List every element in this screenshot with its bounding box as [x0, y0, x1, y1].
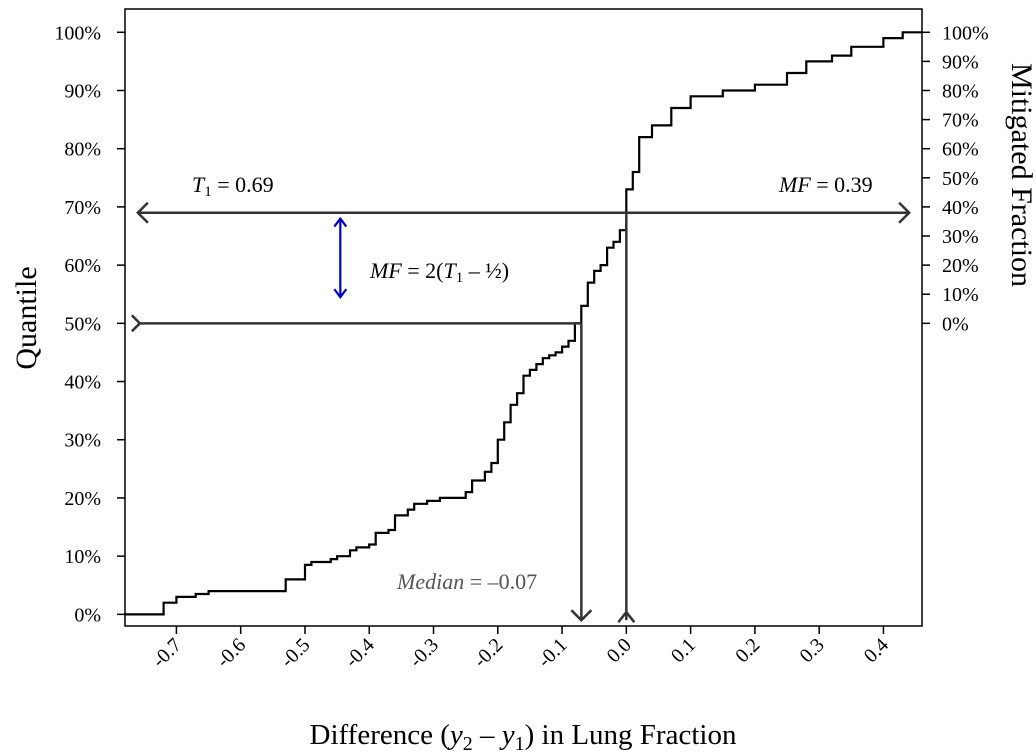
- y-tick-label: 60%: [64, 255, 101, 277]
- x-tick-label: -0.1: [534, 634, 572, 672]
- x-tick-label: 0.3: [795, 634, 828, 667]
- y-tick-label: 50%: [64, 313, 101, 335]
- x-tick-label: 0.0: [603, 634, 636, 667]
- y-tick-label: 10%: [64, 546, 101, 568]
- y-tick-label: 0%: [74, 604, 101, 626]
- median-arrowhead: [570, 609, 593, 622]
- t1-arrowhead-right: [898, 201, 911, 224]
- y-tick-label: 20%: [64, 488, 101, 510]
- x-tick-label: -0.7: [148, 634, 186, 672]
- y-tick-label: 80%: [64, 139, 101, 161]
- y-tick-label: 30%: [64, 430, 101, 452]
- right-tick-label: 60%: [942, 139, 979, 161]
- right-tick-label: 90%: [942, 51, 979, 73]
- y-axis-title-left: Quantile: [10, 266, 43, 369]
- right-tick-label: 50%: [942, 168, 979, 190]
- right-tick-label: 10%: [942, 284, 979, 306]
- t1-arrowhead-left: [136, 201, 149, 224]
- right-tick-label: 40%: [942, 197, 979, 219]
- x-axis-title: Difference (y2 – y1) in Lung Fraction: [310, 719, 737, 755]
- right-tick-label: 30%: [942, 226, 979, 248]
- y-axis-title-right: Mitigated Fraction: [1005, 63, 1036, 287]
- x-tick-label: -0.6: [212, 634, 250, 672]
- y-axis-right: 0% 10% 20% 30% 40% 50% 60% 70% 80% 90% 100%: [922, 22, 989, 335]
- right-tick-label: 20%: [942, 255, 979, 277]
- x-tick-label: 0.1: [667, 634, 700, 667]
- annotation-formula: MF = 2(T1 – ½): [369, 258, 509, 286]
- x-tick-label: 0.2: [731, 634, 764, 667]
- annotation-median: Median = –0.07: [396, 569, 537, 594]
- x-axis: -0.7 -0.6 -0.5 -0.4 -0.3 -0.2 -0.1 0.0 0.1 0.2 0.3…: [148, 626, 893, 672]
- annotation-t1: T1 = 0.69: [192, 172, 274, 200]
- plot-frame: [124, 8, 923, 627]
- blue-arrowhead-top: [333, 216, 348, 228]
- x-tick-label: -0.4: [341, 634, 379, 672]
- right-tick-label: 100%: [942, 22, 989, 44]
- median-line-tail: [130, 314, 142, 333]
- blue-arrowhead-bottom: [333, 288, 348, 299]
- right-tick-label: 70%: [942, 110, 979, 132]
- annotation-mf: MF = 0.39: [778, 172, 873, 197]
- zero-line-tail: [617, 610, 636, 623]
- right-tick-label: 0%: [942, 313, 969, 335]
- y-tick-label: 70%: [64, 197, 101, 219]
- x-tick-label: -0.3: [405, 634, 443, 672]
- y-tick-label: 40%: [64, 372, 101, 394]
- x-tick-label: -0.2: [469, 634, 507, 672]
- right-tick-label: 80%: [942, 80, 979, 102]
- y-axis-left: 0% 10% 20% 30% 40% 50% 60% 70% 80% 90% 100%: [54, 22, 125, 626]
- x-tick-label: 0.4: [860, 634, 893, 667]
- y-tick-label: 90%: [64, 80, 101, 102]
- y-tick-label: 100%: [54, 22, 101, 44]
- x-tick-label: -0.5: [277, 634, 315, 672]
- ecdf-series-line: [125, 31, 922, 616]
- reference-lines: [130, 201, 911, 623]
